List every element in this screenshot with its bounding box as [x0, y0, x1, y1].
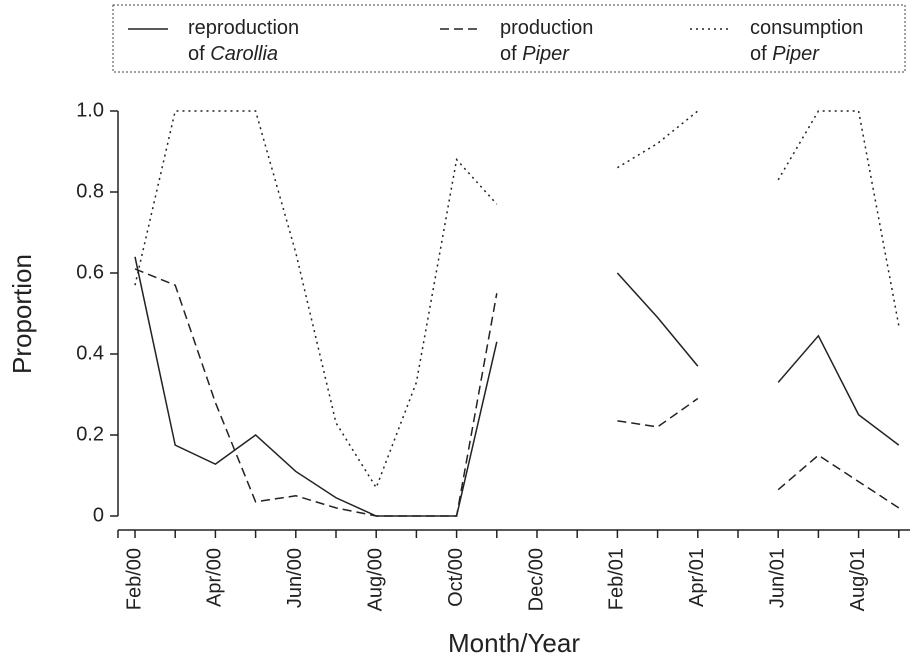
legend-box [112, 4, 906, 73]
x-tick-label: Apr/00 [204, 548, 226, 607]
x-tick-label: Aug/00 [364, 548, 386, 611]
series-line [134, 268, 900, 517]
x-tick-label: Oct/00 [445, 548, 467, 607]
y-tick-label: 0.6 [76, 261, 104, 283]
y-tick-label: 0.8 [76, 180, 104, 202]
legend-label: reproduction of Carollia [188, 17, 299, 65]
legend-label: consumption of Piper [750, 17, 863, 65]
legend-label: production of Piper [500, 17, 593, 65]
series-line [134, 110, 900, 490]
x-tick-label: Aug/01 [847, 548, 869, 611]
x-tick-label: Feb/00 [123, 548, 145, 610]
x-tick-label: Jun/01 [766, 548, 788, 608]
y-tick-label: 0.4 [76, 342, 104, 364]
y-tick-label: 0 [93, 504, 104, 526]
y-tick-label: 0.2 [76, 423, 104, 445]
series-line [134, 256, 900, 517]
x-tick-label: Feb/01 [606, 548, 628, 610]
x-tick-label: Apr/01 [686, 548, 708, 607]
y-tick-label: 1.0 [76, 99, 104, 121]
x-tick-label: Dec/00 [525, 548, 547, 611]
x-axis-title: Month/Year [448, 628, 580, 658]
x-tick-label: Jun/00 [284, 548, 306, 608]
y-axis-title: Proportion [7, 254, 37, 374]
